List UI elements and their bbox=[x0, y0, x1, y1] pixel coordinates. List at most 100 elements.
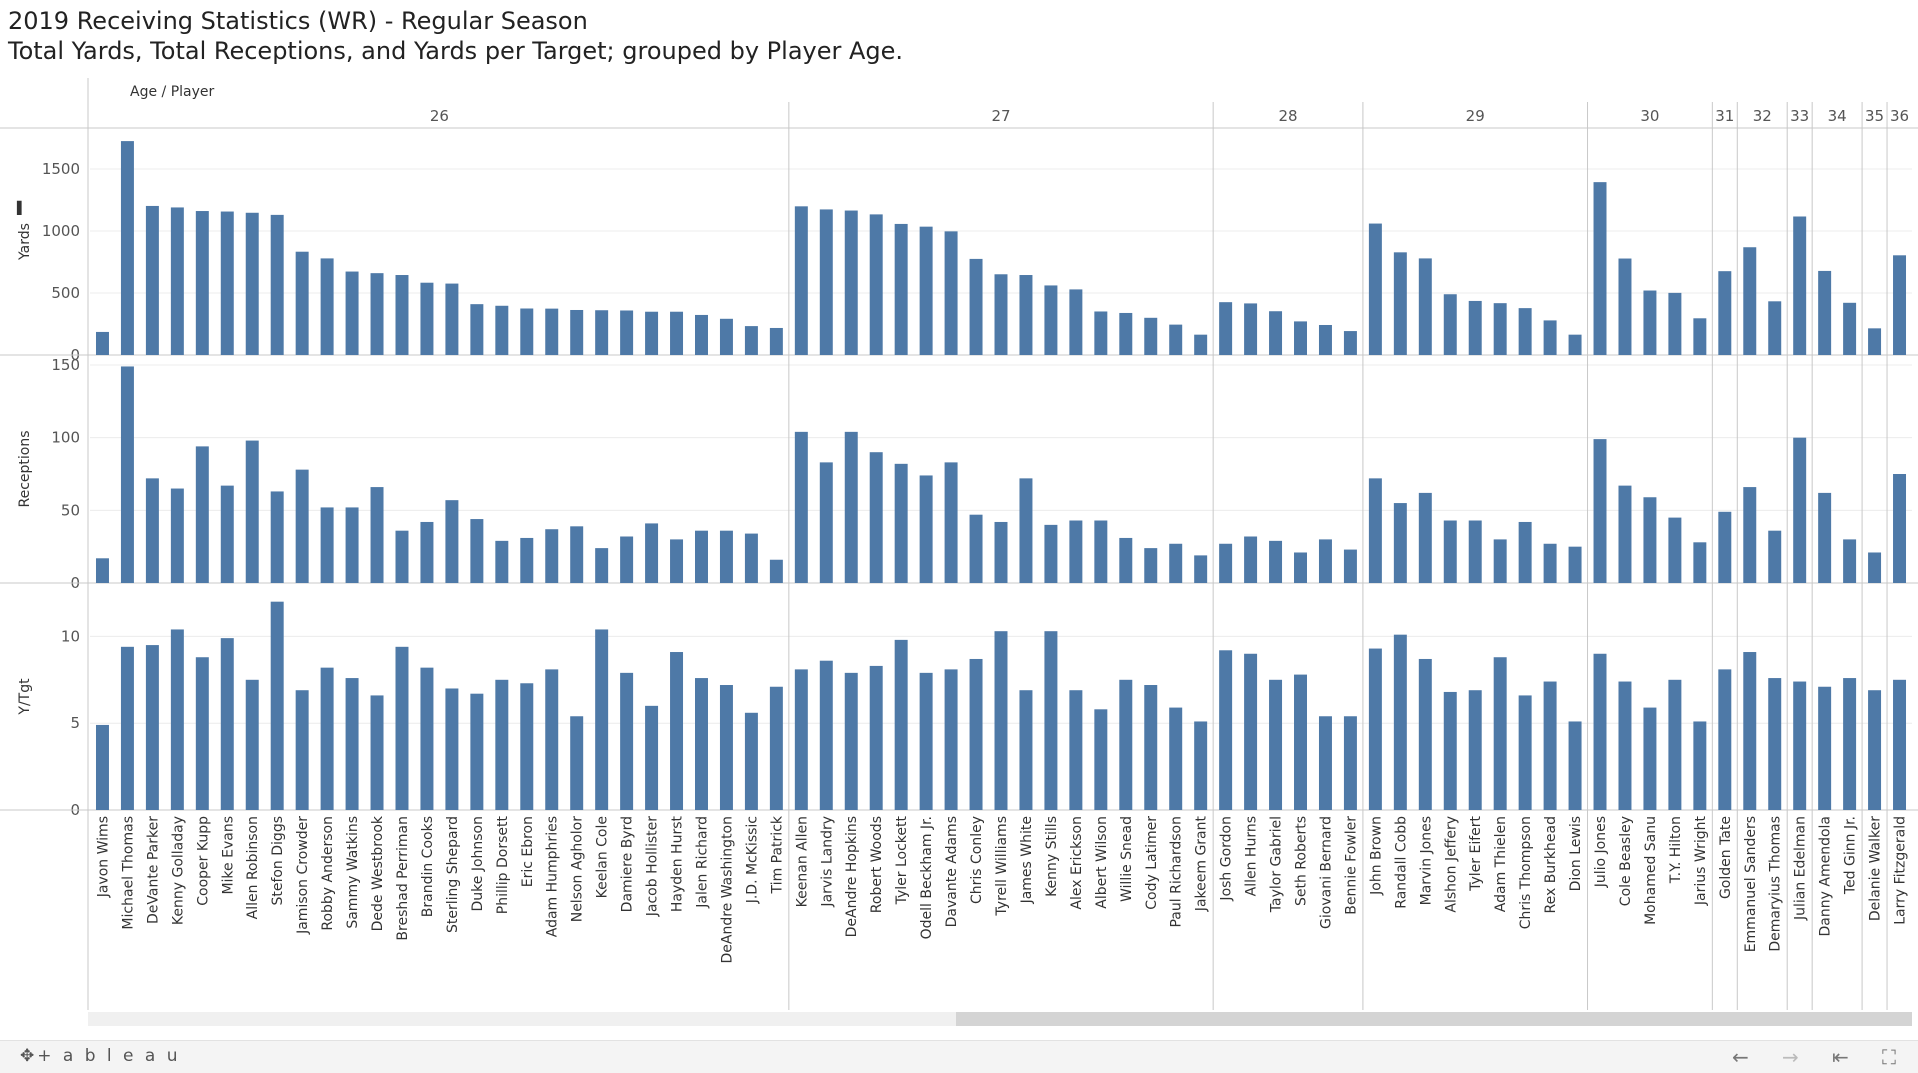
bar-ytgt bbox=[670, 652, 684, 810]
player-label: Danny Amendola bbox=[1818, 816, 1834, 936]
bar-yards bbox=[944, 231, 958, 355]
bar-yards bbox=[1119, 312, 1133, 355]
bar-yards bbox=[1693, 318, 1707, 355]
bar-ytgt bbox=[1843, 678, 1857, 810]
player-label: Jakeem Grant bbox=[1194, 816, 1210, 913]
bar-yards bbox=[1069, 289, 1083, 355]
undo-back-icon[interactable]: ← bbox=[1732, 1045, 1749, 1069]
bar-ytgt bbox=[295, 690, 309, 810]
bar-ytgt bbox=[120, 646, 134, 810]
bar-receptions bbox=[1443, 520, 1457, 583]
bar-ytgt bbox=[944, 669, 958, 810]
bar-receptions bbox=[495, 540, 509, 583]
bar-ytgt bbox=[744, 712, 758, 810]
player-label: Cody Latimer bbox=[1144, 816, 1160, 910]
bar-yards bbox=[695, 314, 708, 355]
bar-ytgt bbox=[1543, 681, 1557, 810]
bar-yards bbox=[1793, 216, 1807, 355]
player-label: Jarius Wright bbox=[1693, 816, 1709, 907]
bar-yards bbox=[520, 308, 534, 355]
player-label: Dion Lewis bbox=[1568, 816, 1584, 891]
sort-icon: ▌ bbox=[16, 200, 26, 215]
y-tick-label: 1000 bbox=[42, 222, 80, 240]
player-label: Brandin Cooks bbox=[420, 816, 436, 917]
bar-receptions bbox=[1219, 543, 1233, 583]
y-tick-label: 100 bbox=[51, 429, 80, 447]
bar-ytgt bbox=[95, 724, 109, 810]
player-label: Julio Jones bbox=[1593, 816, 1609, 888]
bar-ytgt bbox=[844, 672, 858, 810]
bar-yards bbox=[1893, 255, 1907, 355]
bar-ytgt bbox=[1468, 690, 1482, 810]
bar-yards bbox=[95, 331, 109, 355]
bar-yards bbox=[1443, 294, 1457, 355]
bar-receptions bbox=[295, 469, 309, 583]
age-group-label: 27 bbox=[991, 107, 1010, 125]
bar-yards bbox=[1343, 331, 1357, 355]
bar-receptions bbox=[1119, 537, 1133, 583]
fullscreen-icon[interactable]: ⛶ bbox=[1882, 1045, 1896, 1069]
player-label: Eric Ebron bbox=[520, 816, 536, 887]
tableau-logo[interactable]: ✥+ a b l e a u bbox=[20, 1046, 181, 1066]
bar-ytgt bbox=[170, 629, 184, 810]
bar-ytgt bbox=[695, 678, 708, 810]
player-label: Tyler Eifert bbox=[1468, 815, 1484, 891]
bar-ytgt bbox=[1768, 678, 1782, 810]
player-label: Alshon Jeffery bbox=[1443, 816, 1459, 913]
bar-ytgt bbox=[1368, 648, 1382, 810]
player-label: Seth Roberts bbox=[1294, 816, 1310, 906]
bar-yards bbox=[1768, 301, 1782, 355]
y-axis-label: Receptions bbox=[17, 430, 33, 507]
bar-yards bbox=[1244, 303, 1258, 355]
player-label: Jalen Richard bbox=[694, 816, 710, 909]
bar-yards bbox=[1094, 311, 1108, 355]
bar-yards bbox=[370, 273, 384, 355]
player-label: Albert Wilson bbox=[1094, 816, 1110, 909]
player-label: Chris Thompson bbox=[1518, 816, 1534, 929]
bar-yards bbox=[1044, 285, 1058, 355]
player-label: Jacob Hollister bbox=[645, 816, 661, 917]
revert-first-icon[interactable]: ⇤ bbox=[1832, 1045, 1849, 1069]
bar-receptions bbox=[1468, 520, 1482, 583]
bar-receptions bbox=[794, 431, 808, 583]
player-label: Randall Cobb bbox=[1393, 816, 1409, 909]
bar-receptions bbox=[1718, 511, 1732, 583]
bar-receptions bbox=[195, 446, 209, 583]
bar-yards bbox=[545, 308, 559, 355]
bar-ytgt bbox=[919, 672, 933, 810]
bar-receptions bbox=[95, 558, 109, 583]
bar-yards bbox=[1718, 271, 1732, 355]
bar-receptions bbox=[395, 530, 409, 583]
player-label: Javon Wims bbox=[95, 816, 111, 898]
bar-receptions bbox=[1843, 539, 1857, 583]
bar-receptions bbox=[1044, 524, 1058, 583]
bar-receptions bbox=[170, 488, 184, 583]
title-block: 2019 Receiving Statistics (WR) - Regular… bbox=[8, 6, 903, 66]
bar-yards bbox=[420, 282, 434, 355]
bar-receptions bbox=[1818, 492, 1832, 583]
player-label: Phillip Dorsett bbox=[495, 815, 511, 914]
bar-receptions bbox=[695, 530, 708, 583]
bar-yards bbox=[145, 205, 159, 355]
player-label: Keenan Allen bbox=[794, 816, 810, 907]
player-label: Allen Robinson bbox=[245, 816, 261, 919]
bar-yards bbox=[620, 310, 634, 355]
bar-yards bbox=[794, 206, 808, 355]
player-label: James White bbox=[1019, 816, 1035, 904]
bar-ytgt bbox=[1169, 707, 1183, 810]
bar-ytgt bbox=[370, 695, 384, 810]
y-tick-label: 50 bbox=[61, 501, 80, 519]
age-player-header: Age / Player bbox=[130, 84, 215, 100]
bar-ytgt bbox=[545, 669, 559, 810]
player-label: Kenny Stills bbox=[1044, 816, 1060, 897]
player-label: Kenny Golladay bbox=[170, 816, 186, 925]
player-label: Paul Richardson bbox=[1169, 816, 1185, 928]
redo-forward-icon[interactable]: → bbox=[1782, 1045, 1799, 1069]
bar-ytgt bbox=[1618, 681, 1632, 810]
age-group-label: 28 bbox=[1278, 107, 1297, 125]
bar-yards bbox=[1818, 270, 1832, 355]
bar-yards bbox=[670, 311, 684, 355]
scrollbar-thumb[interactable] bbox=[956, 1012, 1912, 1026]
bar-yards bbox=[1593, 182, 1607, 355]
bar-ytgt bbox=[1069, 690, 1083, 810]
